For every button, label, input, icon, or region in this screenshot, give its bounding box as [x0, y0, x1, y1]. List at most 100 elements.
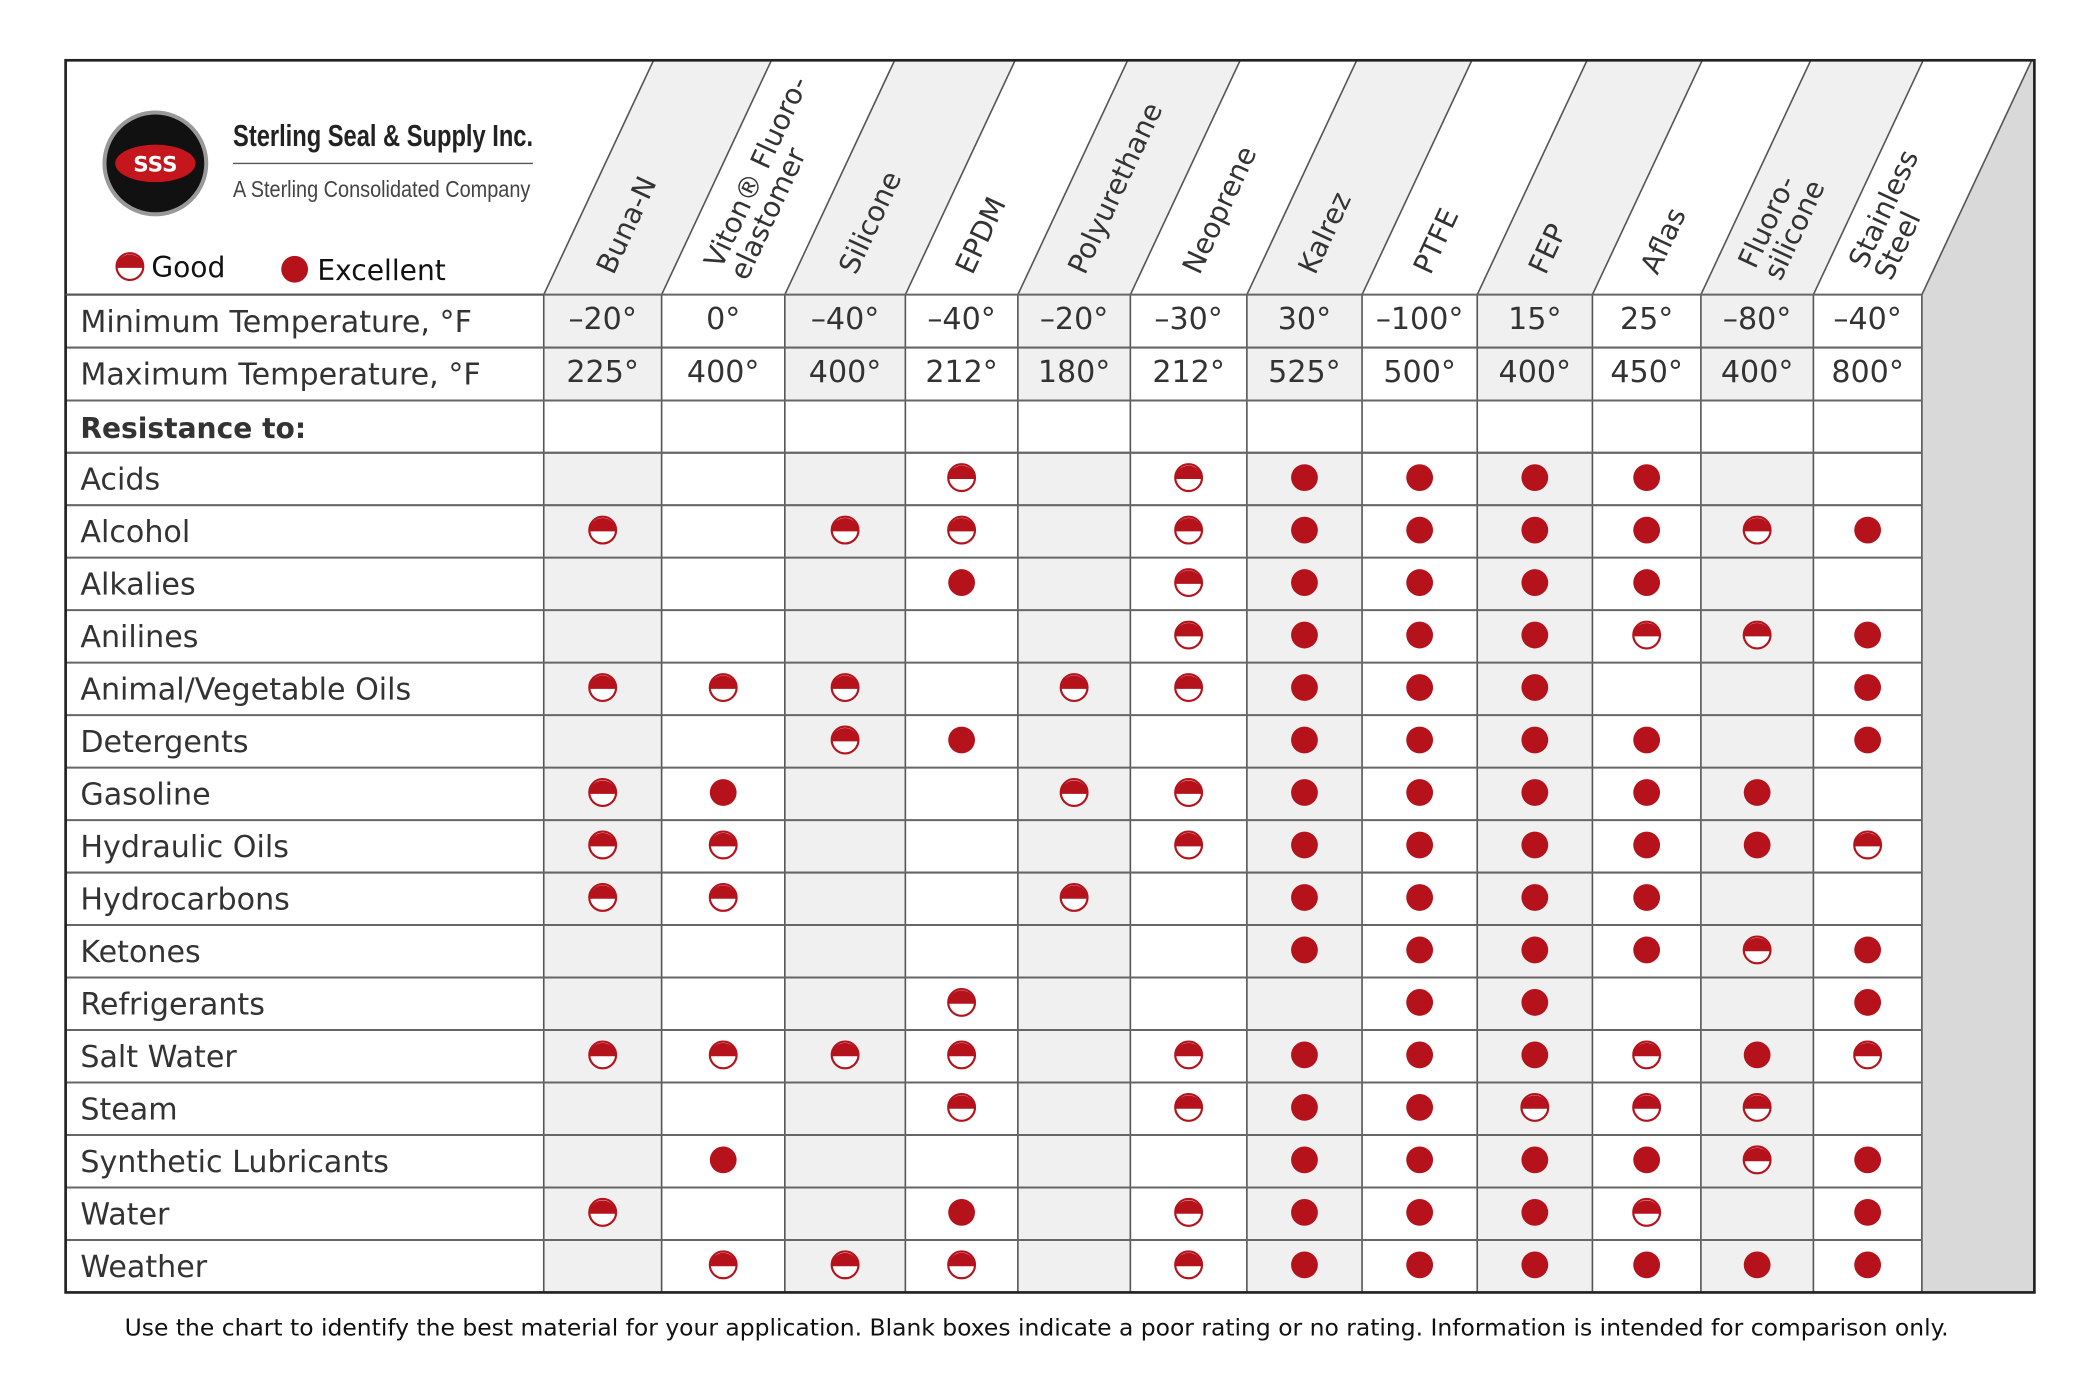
- good-symbol: [1059, 883, 1089, 912]
- excellent-symbol: [1521, 1251, 1549, 1279]
- symbol-fill: [1291, 1041, 1318, 1069]
- excellent-symbol: [948, 1198, 975, 1226]
- excellent-symbol: [1521, 936, 1549, 964]
- header-slant: [1591, 59, 1703, 296]
- symbol-fill: [1854, 1146, 1882, 1174]
- excellent-symbol: [1406, 1146, 1434, 1174]
- symbol-fill: [1406, 621, 1434, 649]
- symbol-fill: [1854, 516, 1882, 544]
- excellent-symbol: [1406, 831, 1434, 859]
- header-slant: [904, 59, 1016, 296]
- temperature-label: Maximum Temperature, °F: [80, 358, 480, 393]
- header-slant: [660, 59, 773, 296]
- symbol-fill: [1521, 516, 1549, 544]
- good-symbol: [1174, 1040, 1204, 1070]
- good-symbol: [1174, 515, 1204, 545]
- excellent-symbol: [1854, 621, 1882, 649]
- temperature-value: 212°: [1152, 355, 1225, 390]
- symbol-fill: [1521, 621, 1549, 649]
- good-symbol: [708, 1040, 738, 1070]
- good-symbol: [1632, 620, 1662, 650]
- excellent-symbol: [1521, 779, 1549, 806]
- good-symbol: [588, 883, 618, 912]
- excellent-symbol: [1406, 674, 1434, 701]
- symbol-fill: [1406, 1041, 1434, 1069]
- excellent-symbol: [1406, 1094, 1434, 1121]
- symbol-half: [709, 885, 737, 899]
- temperature-value: 15°: [1508, 302, 1561, 337]
- excellent-symbol: [1291, 674, 1318, 701]
- row-label: Steam: [80, 1092, 177, 1127]
- temperature-value: 400°: [1721, 355, 1794, 390]
- section-row-bg: [65, 400, 1922, 453]
- symbol-fill: [1406, 1146, 1434, 1174]
- good-symbol: [830, 1250, 860, 1280]
- symbol-half: [948, 1095, 975, 1109]
- symbol-fill: [1521, 831, 1549, 859]
- symbol-fill: [948, 569, 975, 596]
- good-symbol: [1632, 1040, 1662, 1070]
- excellent-symbol: [1743, 1041, 1771, 1069]
- good-symbol: [1742, 620, 1772, 650]
- good-symbol: [947, 463, 977, 493]
- symbol-fill: [1521, 989, 1549, 1016]
- symbol-fill: [1854, 936, 1882, 964]
- symbol-fill: [1406, 1198, 1434, 1226]
- symbol-half: [1743, 1147, 1771, 1162]
- excellent-symbol: [948, 569, 975, 596]
- symbol-fill: [1291, 674, 1318, 701]
- symbol-half: [1175, 832, 1203, 847]
- excellent-symbol: [1854, 989, 1882, 1016]
- symbol-half: [589, 780, 617, 794]
- symbol-fill: [1291, 1094, 1318, 1121]
- excellent-symbol: [1291, 621, 1318, 649]
- symbol-half: [589, 518, 617, 532]
- symbol-fill: [948, 726, 975, 754]
- good-symbol: [1742, 935, 1772, 965]
- row-label: Ketones: [80, 935, 200, 970]
- symbol-fill: [1633, 516, 1661, 544]
- symbol-fill: [709, 779, 737, 806]
- excellent-symbol: [1291, 1094, 1318, 1121]
- legend-label: Excellent: [317, 254, 445, 287]
- header-slant: [1129, 59, 1241, 296]
- temperature-label: Minimum Temperature, °F: [80, 305, 472, 340]
- good-symbol: [1059, 778, 1089, 807]
- section-label: Resistance to:: [80, 412, 306, 445]
- good-symbol: [708, 673, 738, 703]
- symbol-fill: [1291, 516, 1318, 544]
- symbol-half: [1175, 518, 1203, 532]
- symbol-fill: [1406, 674, 1434, 701]
- symbol-fill: [1291, 884, 1318, 911]
- symbol-fill: [1633, 936, 1661, 964]
- symbol-half: [1175, 1042, 1203, 1057]
- symbol-half: [1854, 832, 1882, 847]
- excellent-symbol: [1521, 831, 1549, 859]
- symbol-half: [116, 254, 144, 268]
- symbol-fill: [1291, 726, 1318, 754]
- excellent-symbol: [1633, 779, 1661, 806]
- excellent-symbol: [1291, 464, 1318, 491]
- temperature-value: 525°: [1268, 355, 1341, 390]
- symbol-fill: [1291, 1251, 1318, 1279]
- symbol-fill: [1406, 726, 1434, 754]
- excellent-symbol: [1743, 831, 1771, 859]
- symbol-fill: [1521, 936, 1549, 964]
- excellent-symbol: [1633, 569, 1661, 596]
- excellent-symbol: [1854, 726, 1882, 754]
- symbol-half: [1633, 622, 1661, 637]
- excellent-symbol: [1291, 884, 1318, 911]
- excellent-symbol: [1521, 621, 1549, 649]
- header-band: [784, 60, 1016, 295]
- company-name: Sterling Seal & Supply Inc.: [233, 118, 533, 153]
- symbol-fill: [1854, 989, 1882, 1016]
- symbol-fill: [1854, 674, 1882, 701]
- symbol-fill: [1291, 779, 1318, 806]
- symbol-fill: [1633, 831, 1661, 859]
- symbol-half: [948, 1042, 975, 1057]
- symbol-fill: [1406, 831, 1434, 859]
- good-symbol: [830, 1040, 860, 1070]
- good-symbol: [947, 515, 977, 545]
- symbol-half: [709, 1252, 737, 1267]
- good-symbol: [1174, 1197, 1204, 1227]
